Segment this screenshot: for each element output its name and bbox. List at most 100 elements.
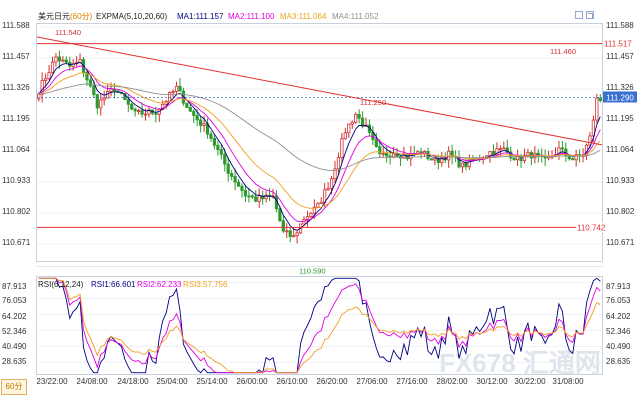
candle-body bbox=[402, 154, 406, 159]
price-annotation: 111.250 bbox=[360, 98, 386, 107]
rsi-tick-label: 76.053 bbox=[606, 296, 631, 305]
candle-body bbox=[285, 230, 289, 233]
candle-body bbox=[143, 113, 148, 116]
rsi-tick-label: 40.490 bbox=[2, 342, 27, 351]
candle-body bbox=[99, 99, 103, 109]
candle-body bbox=[95, 94, 99, 109]
y-tick-label: 111.326 bbox=[606, 83, 634, 92]
period-selector-button[interactable]: 60分 bbox=[1, 379, 27, 395]
candle-body bbox=[57, 56, 61, 62]
y-tick-label: 111.195 bbox=[2, 114, 30, 123]
candle-body bbox=[71, 63, 75, 67]
x-tick-label: 23/22:00 bbox=[36, 377, 68, 386]
candle-body bbox=[436, 158, 440, 163]
ma2-legend: MA2:111.100 bbox=[228, 12, 275, 21]
rsi-y-axis-right: 87.913 76.053 64.202 52.346 40.490 28.63… bbox=[606, 282, 631, 366]
candle-body bbox=[168, 92, 172, 102]
candle-body bbox=[47, 72, 51, 80]
candle-body bbox=[126, 99, 130, 105]
y-tick-label: 110.802 bbox=[606, 207, 635, 216]
candle-body bbox=[88, 79, 92, 87]
candle-body bbox=[257, 195, 261, 202]
candle-body bbox=[199, 119, 203, 126]
candle-body bbox=[340, 138, 344, 158]
y-tick-label: 111.588 bbox=[2, 21, 30, 30]
ma4-legend: MA4:111.052 bbox=[332, 12, 379, 21]
y-tick-label: 110.933 bbox=[2, 176, 31, 185]
ema10-line bbox=[38, 65, 601, 223]
rsi1-legend: RSI1:66.601 bbox=[91, 280, 136, 289]
rsi1-line bbox=[38, 277, 601, 374]
rsi2-line bbox=[38, 277, 601, 374]
x-tick-label: 31/08:00 bbox=[552, 377, 584, 386]
x-tick-label: 26/20:00 bbox=[316, 377, 348, 386]
candle-body bbox=[350, 121, 354, 125]
candle-body bbox=[295, 232, 299, 237]
candle-body bbox=[464, 162, 468, 168]
candle-body bbox=[247, 195, 251, 198]
rsi-tick-label: 52.346 bbox=[606, 327, 631, 336]
candle-body bbox=[381, 153, 385, 155]
rsi3-line bbox=[38, 277, 601, 374]
x-tick-label: 26/00:00 bbox=[236, 377, 268, 386]
y-tick-label: 111.195 bbox=[606, 114, 634, 123]
candle-body bbox=[254, 196, 258, 202]
candle-body bbox=[595, 97, 599, 121]
x-tick-label: 30/22:00 bbox=[514, 377, 546, 386]
current-price-tag bbox=[603, 91, 637, 103]
rsi-tick-label: 28.635 bbox=[606, 357, 631, 366]
candle-body bbox=[374, 139, 378, 148]
candle-body bbox=[278, 208, 282, 222]
candle-body bbox=[195, 115, 199, 121]
price-annotation: 111.460 bbox=[550, 47, 576, 56]
y-tick-label: 110.802 bbox=[2, 207, 31, 216]
y-tick-label: 111.064 bbox=[606, 145, 634, 154]
y-tick-label: 111.064 bbox=[2, 145, 30, 154]
y-tick-label: 110.933 bbox=[606, 176, 635, 185]
candle-body bbox=[109, 88, 113, 92]
ema20-line bbox=[38, 72, 601, 209]
candle-body bbox=[240, 185, 244, 191]
candle-body bbox=[230, 173, 234, 177]
candle-body bbox=[357, 113, 361, 119]
expand-icon[interactable] bbox=[586, 11, 594, 19]
candle-body bbox=[385, 153, 389, 157]
candle-body bbox=[491, 151, 496, 156]
rsi-tick-label: 64.202 bbox=[2, 312, 27, 321]
x-tick-label: 25/14:00 bbox=[196, 377, 228, 386]
candle-body bbox=[360, 117, 365, 127]
candle-body bbox=[502, 147, 506, 150]
candle-body bbox=[343, 132, 347, 140]
candle-body bbox=[588, 135, 592, 146]
rsi-tick-label: 28.635 bbox=[2, 357, 27, 366]
x-axis: 23/22:00 24/08:00 24/18:00 25/04:00 25/1… bbox=[36, 377, 584, 386]
y-tick-label: 111.588 bbox=[606, 21, 634, 30]
rsi3-legend: RSI3:57.756 bbox=[183, 280, 228, 289]
candle-body bbox=[522, 154, 527, 162]
chart-header: 美元日元(60分) EXPMA(5,10,20,60) MA1:111.157 … bbox=[38, 11, 379, 21]
window-icon[interactable] bbox=[575, 11, 583, 19]
x-tick-label: 30/12:00 bbox=[476, 377, 508, 386]
y-tick-label: 110.671 bbox=[606, 238, 635, 247]
candle-body bbox=[378, 146, 382, 155]
candle-body bbox=[529, 152, 533, 159]
candle-body bbox=[243, 190, 248, 197]
candle-body bbox=[188, 107, 192, 112]
candle-body bbox=[316, 203, 320, 208]
candle-body bbox=[233, 175, 237, 183]
y-tick-label: 111.326 bbox=[2, 83, 30, 92]
candle-body bbox=[288, 230, 292, 237]
main-y-axis-left: 111.588 111.457 111.326 111.195 111.064 … bbox=[2, 21, 31, 247]
candle-body bbox=[202, 123, 206, 126]
rsi-header: RSI(6,12,24) RSI1:66.601 RSI2:62.233 RSI… bbox=[38, 280, 228, 289]
x-tick-label: 24/08:00 bbox=[76, 377, 108, 386]
candle-body bbox=[185, 102, 189, 108]
price-annotation: 110.590 bbox=[299, 266, 326, 275]
candle-body bbox=[305, 216, 310, 220]
level-tag-bg bbox=[576, 222, 608, 233]
expma-label: EXPMA(5,10,20,60) bbox=[96, 12, 167, 21]
candle-body bbox=[261, 195, 265, 200]
candle-body bbox=[178, 85, 182, 92]
candle-body bbox=[333, 168, 337, 180]
